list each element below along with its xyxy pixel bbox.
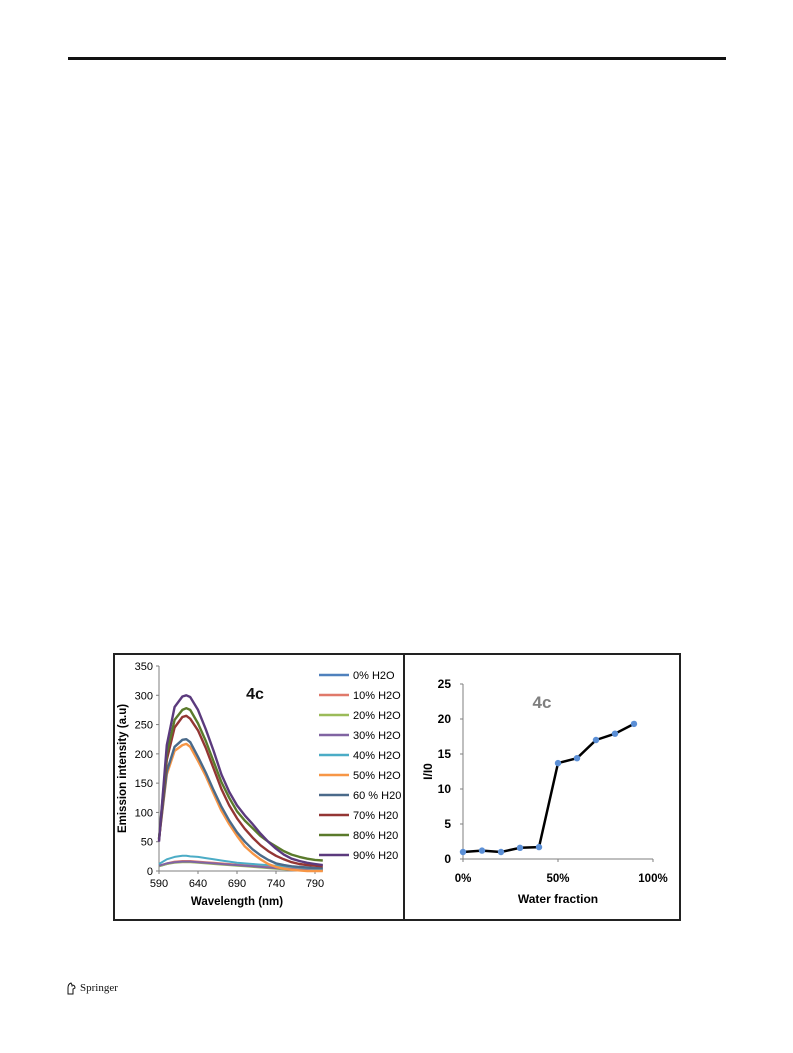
- legend-label: 40% H2O: [353, 750, 401, 762]
- series-line-6: [157, 742, 323, 873]
- data-point: [630, 720, 638, 728]
- y-tick-label: 20: [438, 712, 452, 726]
- legend-label: 80% H20: [353, 830, 398, 842]
- y-tick-label: 0: [147, 866, 153, 878]
- series-group: [157, 694, 323, 873]
- y-tick-label: 15: [438, 747, 452, 761]
- y-tick-label: 5: [444, 817, 451, 831]
- data-point: [592, 736, 600, 744]
- y-tick-label: 350: [135, 661, 153, 673]
- y-tick-label: 250: [135, 720, 153, 732]
- legend-label: 50% H2O: [353, 770, 401, 782]
- y-tick-label: 50: [141, 837, 153, 849]
- y-tick-label: 0: [444, 852, 451, 866]
- legend-label: 60 % H20: [353, 790, 401, 802]
- x-tick-label: 50%: [546, 873, 569, 885]
- x-tick-label: 740: [267, 878, 285, 890]
- publisher-name: Springer: [80, 982, 118, 994]
- series-line: [462, 722, 635, 854]
- y-tick-label: 150: [135, 778, 153, 790]
- intensity-ratio-chart: 0 5 10 15 20 25 0% 50% 100% Water fraction I/I0 4c: [421, 677, 668, 906]
- data-point: [535, 843, 543, 851]
- x-axis-label: Wavelength (nm): [191, 896, 283, 908]
- legend-label: 20% H2O: [353, 710, 401, 722]
- x-axis-label: Water fraction: [518, 892, 598, 906]
- y-tick-label: 300: [135, 690, 153, 702]
- y-axis-label: I/I0: [421, 763, 435, 780]
- legend-label: 90% H20: [353, 850, 398, 862]
- header-rule: [68, 57, 726, 60]
- series-line-7: [157, 738, 323, 870]
- figure-frame: [113, 653, 681, 921]
- data-point: [459, 848, 467, 856]
- panel-label: 4c: [533, 693, 552, 712]
- y-tick-label: 10: [438, 782, 452, 796]
- springer-horse-icon: [67, 981, 76, 994]
- y-axis-label: Emission intensity (a.u): [117, 704, 129, 833]
- data-point: [611, 730, 619, 737]
- panel-label: 4c: [246, 686, 264, 703]
- x-tick-label: 100%: [638, 873, 667, 885]
- panel-divider: [403, 653, 405, 921]
- y-tick-label: 25: [438, 677, 452, 691]
- y-tick-label: 200: [135, 749, 153, 761]
- legend-label: 0% H2O: [353, 670, 395, 682]
- legend-label: 30% H2O: [353, 730, 401, 742]
- data-point: [497, 848, 505, 856]
- x-tick-label: 590: [150, 878, 168, 890]
- x-tick-label: 690: [228, 878, 246, 890]
- data-point: [573, 755, 581, 762]
- x-tick-label: 790: [306, 878, 324, 890]
- legend-label: 70% H20: [353, 810, 398, 822]
- series-line-8: [157, 714, 323, 868]
- emission-spectra-chart: 0 50 100 150 200 250 300 350 590 640 690 740 790 Wave…: [117, 661, 401, 908]
- data-point: [478, 847, 486, 854]
- data-point: [554, 759, 562, 767]
- series-line-10: [157, 694, 323, 867]
- y-tick-label: 100: [135, 807, 153, 819]
- series-line-9: [157, 707, 323, 862]
- x-tick-label: 0%: [455, 873, 472, 885]
- x-tick-label: 640: [189, 878, 207, 890]
- data-point: [516, 844, 524, 851]
- page-footer: Springer: [66, 980, 118, 996]
- legend-label: 10% H2O: [353, 690, 401, 702]
